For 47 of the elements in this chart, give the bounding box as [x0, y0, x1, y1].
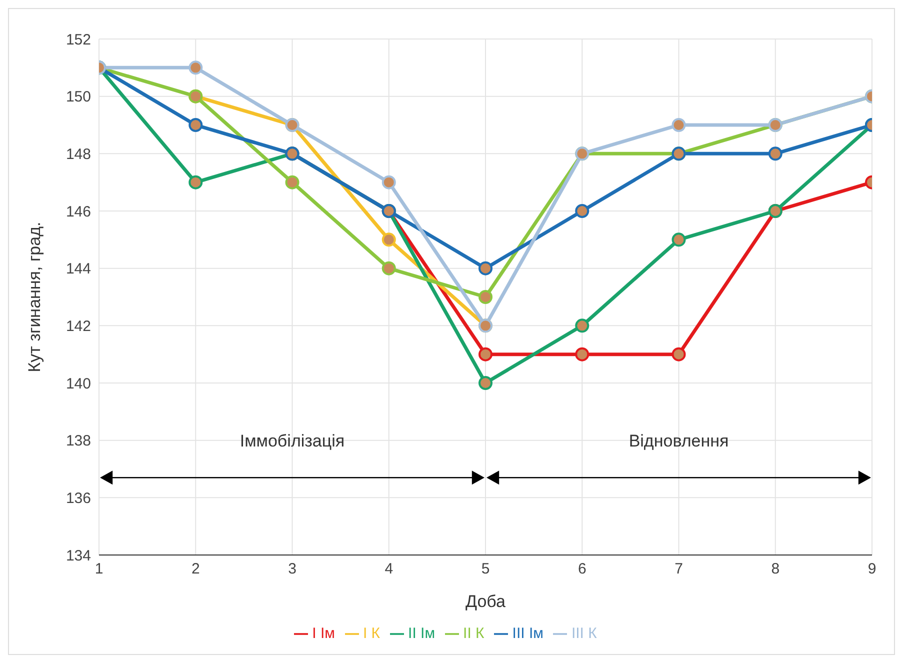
point [478, 376, 492, 390]
legend-label: І Ім [312, 625, 335, 642]
point [672, 232, 686, 247]
y-tick-label: 136 [66, 490, 91, 507]
x-tick-label: 8 [771, 560, 780, 578]
x-tick-label: 9 [868, 560, 876, 578]
y-tick-label: 140 [66, 375, 91, 392]
point [575, 204, 590, 218]
x-axis-title: Доба [466, 592, 506, 611]
x-tick-label: 6 [578, 560, 586, 578]
point [382, 232, 396, 247]
x-tick-label: 2 [191, 560, 200, 578]
y-tick-label: 150 [66, 88, 91, 106]
legend-label: ІІ К [463, 625, 484, 642]
point [188, 60, 203, 75]
point [285, 175, 300, 190]
x-tick-label: 3 [288, 560, 296, 578]
legend-label: ІІІ Ім [512, 625, 544, 642]
y-tick-label: 144 [66, 260, 91, 278]
point [478, 347, 492, 362]
y-tick-label: 146 [66, 203, 91, 220]
x-tick-label: 4 [384, 560, 394, 578]
y-axis-title: Кут згинання, град. [25, 222, 44, 372]
point [672, 347, 686, 362]
legend-label: І К [362, 625, 380, 642]
y-tick-label: 148 [66, 146, 91, 163]
point [188, 118, 203, 132]
point [382, 261, 396, 276]
y-tick-label: 152 [66, 31, 91, 48]
annotation: Відновлення [628, 432, 729, 451]
annotation: Іммобілізація [240, 432, 345, 451]
point [575, 318, 590, 333]
point [478, 261, 492, 276]
point [672, 118, 686, 132]
y-tick-label: 134 [66, 547, 91, 564]
legend-label: ІІ Ім [408, 625, 436, 642]
point [575, 347, 590, 362]
point [478, 290, 492, 304]
point [768, 146, 782, 161]
y-tick-label: 138 [66, 432, 91, 450]
x-tick-label: 1 [94, 560, 104, 578]
x-tick-label: 5 [481, 560, 490, 578]
legend-label: ІІІ К [571, 625, 597, 642]
x-tick-label: 7 [674, 560, 683, 578]
point [188, 175, 203, 190]
y-tick-label: 142 [66, 318, 91, 335]
point [382, 175, 396, 190]
